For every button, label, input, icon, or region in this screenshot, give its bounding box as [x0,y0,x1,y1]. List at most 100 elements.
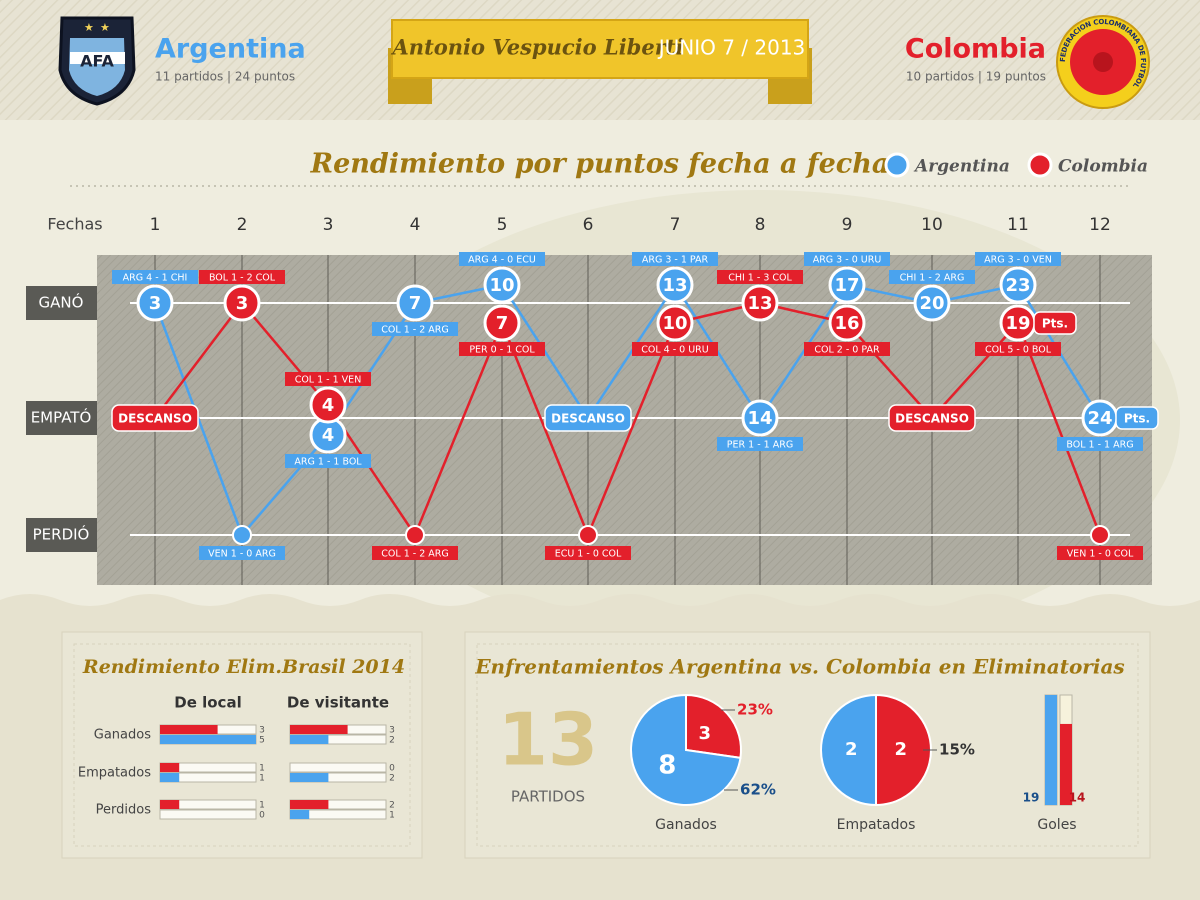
stadium: Antonio Vespucio Liberti [391,35,684,60]
score-label: CHI 1 - 2 ARG [900,273,965,284]
points-label: 19 [1005,313,1030,334]
result-line [846,322,933,419]
points-marker [656,304,694,342]
fecha-label: 8 [755,215,766,235]
bar-track [289,762,387,773]
loss-marker [405,525,425,545]
points-label: 16 [834,313,859,334]
row-label-box [26,401,97,435]
goal-value: 19 [1023,791,1040,805]
points-label: 3 [149,293,162,314]
bar-track [159,809,257,820]
column-label: De visitante [287,694,389,712]
goal-value: 14 [1069,791,1086,805]
panel-title: Enfrentamientos Argentina vs. Colombia e… [474,655,1124,679]
bar [160,800,180,809]
points-marker [741,399,779,437]
points-marker [136,284,174,322]
rest-label: DESCANSO [895,412,969,426]
points-label: 7 [496,313,509,334]
score-label: BOL 1 - 1 ARG [1066,440,1133,451]
score-label: ARG 3 - 0 VEN [984,255,1052,266]
points-label: 10 [662,313,687,334]
score-box [889,270,975,284]
points-label: 24 [1087,408,1112,429]
score-box [372,546,458,560]
score-label: COL 4 - 0 URU [641,345,709,356]
loss-marker [578,525,598,545]
points-label: 4 [322,395,335,416]
score-label: ARG 3 - 0 URU [813,255,882,266]
row-label: PERDIÓ [33,525,90,544]
fecha-label: 3 [323,215,334,235]
points-label: 7 [409,293,422,314]
goal-bar [1045,695,1057,805]
score-label: ECU 1 - 0 COL [555,549,622,560]
points-label: 17 [834,275,859,296]
score-box [717,437,803,451]
bar-value: 3 [259,726,265,736]
pts-tag [1115,406,1159,430]
pts-label: Pts. [1042,317,1068,331]
points-label: 13 [747,293,772,314]
fecha-label: 9 [842,215,853,235]
slice-value: 2 [845,739,858,760]
banner: Antonio Vespucio Liberti JUNIO 7 / 2013 [388,19,812,104]
argentina-logo: ★ ★ AFA [58,16,136,106]
score-label: VEN 1 - 0 ARG [208,549,276,560]
rest-label: DESCANSO [551,412,625,426]
fecha-label: 4 [410,215,421,235]
bar-value: 1 [389,811,395,821]
score-box [975,252,1061,266]
pts-tag [1033,311,1077,335]
points-label: 20 [919,293,944,314]
pie-slice [820,693,877,807]
bar-value: 1 [259,764,265,774]
fecha-label: 10 [921,215,943,235]
score-box [975,342,1061,356]
score-label: COL 1 - 1 VEN [295,375,362,386]
bar [290,725,348,734]
result-line [500,322,590,536]
pie-slice [630,693,742,806]
legend-marker [1027,152,1053,178]
bar-value: 1 [259,774,265,784]
points-marker [309,386,347,424]
score-box [112,270,198,284]
score-label: COL 2 - 0 PAR [814,345,880,356]
points-label: 23 [1005,275,1030,296]
score-box [804,342,890,356]
result-line [758,284,849,419]
score-box [459,342,545,356]
score-label: VEN 1 - 0 COL [1067,549,1134,560]
fechas-label: Fechas [47,215,102,234]
score-box [632,252,718,266]
score-label: BOL 1 - 2 COL [209,273,276,284]
score-box [459,252,545,266]
goals-label: Goles [1037,817,1076,833]
points-marker [656,266,694,304]
score-label: COL 1 - 2 ARG [381,549,448,560]
score-box [285,372,371,386]
score-label: ARG 3 - 1 PAR [642,255,709,266]
pie-label: Empatados [837,817,916,833]
fecha-label: 2 [237,215,248,235]
timeline: 1 2 3 4 5 6 7 8 9 10 11 12GANÓEMPATÓPERDIÓArgentina… [26,152,1159,585]
home-name: Argentina [155,34,306,65]
result-line [154,302,243,419]
result-line [241,302,329,406]
fecha-label: 12 [1089,215,1111,235]
result-line [413,322,504,536]
bar [290,773,329,782]
legend-label: Argentina [913,157,1010,177]
slice-value: 2 [894,739,907,760]
row-label: Empatados [78,766,151,781]
home-stats: 11 partidos | 24 puntos [155,70,295,84]
score-label: ARG 4 - 1 CHI [123,273,188,284]
rest-badge [888,404,976,432]
points-marker [223,284,261,322]
fecha-label: 11 [1007,215,1029,235]
goal-bar [1060,723,1072,805]
